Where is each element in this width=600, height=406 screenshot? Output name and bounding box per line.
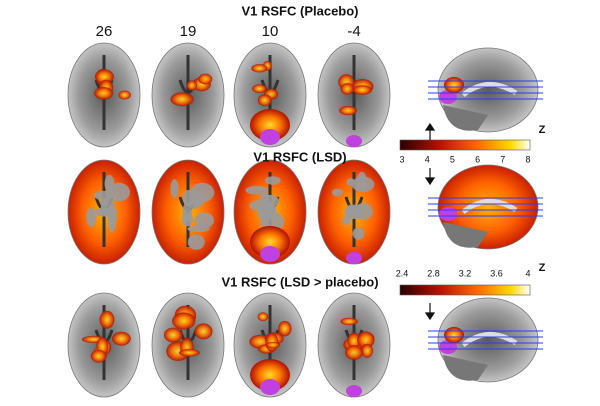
activation — [444, 77, 464, 93]
activation — [172, 312, 196, 330]
colorbar-label: Z — [539, 262, 546, 274]
gray-patch — [187, 234, 205, 250]
gray-patch — [194, 212, 214, 229]
v1-seed — [260, 129, 280, 145]
gray-patch — [108, 213, 117, 233]
cerebellum — [443, 105, 488, 131]
activation — [252, 84, 267, 93]
slice-label: 19 — [180, 23, 197, 40]
gray-patch — [107, 182, 131, 202]
slice-label: 26 — [96, 23, 113, 40]
activation — [194, 323, 213, 340]
activation — [257, 94, 272, 107]
panel-title: V1 RSFC (Placebo) — [241, 3, 358, 18]
activation — [340, 83, 354, 95]
colorbar-label: Z — [539, 124, 546, 136]
activation — [90, 349, 107, 363]
activation — [340, 317, 358, 326]
activation — [339, 105, 358, 116]
occipital-activation — [250, 359, 290, 391]
corpus-callosum — [461, 82, 518, 98]
colorbar-tick-label: 4 — [525, 268, 530, 278]
activation — [118, 90, 131, 100]
colorbar-tick-label: 2.8 — [427, 268, 440, 278]
v1-seed — [260, 246, 280, 262]
activation — [94, 87, 114, 100]
gray-patch — [187, 225, 210, 233]
activation — [257, 312, 269, 322]
activation — [170, 92, 194, 107]
brain-images — [67, 42, 543, 398]
v1-seed — [260, 379, 280, 395]
v1-seed — [346, 135, 362, 147]
corpus-callosum — [461, 199, 518, 215]
slice-label: 10 — [262, 23, 279, 40]
gray-patch — [346, 178, 356, 187]
cerebellum — [443, 222, 488, 248]
gray-patch — [264, 176, 281, 185]
activation — [251, 64, 268, 73]
gray-patch — [331, 188, 343, 197]
activation — [345, 345, 363, 360]
colorbar-tick-label: 3.6 — [490, 268, 503, 278]
gray-patch — [245, 185, 269, 195]
occipital-activation — [250, 109, 290, 141]
colorbar — [399, 139, 531, 151]
gray-patch — [352, 227, 365, 240]
panel-title: V1 RSFC (LSD > placebo) — [221, 274, 378, 289]
panel-title: V1 RSFC (LSD) — [253, 149, 346, 164]
v1-seed — [346, 252, 362, 264]
activation — [179, 348, 200, 357]
gray-patch — [100, 197, 115, 216]
gray-patch — [190, 192, 205, 208]
colorbar — [399, 284, 531, 296]
occipital-activation — [250, 226, 290, 258]
cerebellum — [443, 355, 488, 381]
activation — [112, 331, 131, 346]
activation — [357, 331, 375, 349]
colorbar-ticks: 2.4 2.8 3.2 3.6 4 — [396, 268, 531, 278]
colorbar-tick-label: 4 — [425, 154, 430, 164]
slice-label: -4 — [347, 23, 360, 40]
activation — [278, 320, 292, 337]
gray-patch — [260, 191, 270, 209]
gray-patch — [345, 204, 357, 219]
activation — [99, 310, 115, 329]
activation — [265, 341, 281, 349]
gray-patch — [263, 204, 277, 218]
colorbar-tick-label: 3.2 — [459, 268, 472, 278]
activation — [444, 327, 464, 343]
activation — [186, 80, 198, 91]
activation — [352, 85, 372, 95]
gray-patch — [170, 179, 179, 198]
colorbar-tick-label: 8 — [525, 154, 530, 164]
colorbar-tick-label: 3 — [399, 154, 404, 164]
arrows — [424, 122, 436, 321]
activation — [163, 327, 183, 343]
gray-patch — [354, 203, 373, 220]
colorbar-tick-label: 2.4 — [396, 268, 409, 278]
gray-patch — [356, 171, 367, 191]
colorbar-tick-label: 7 — [500, 154, 505, 164]
colorbar-ticks: 3 4 5 6 7 8 — [399, 154, 530, 164]
gray-patch — [86, 207, 97, 227]
colorbar-tick-label: 5 — [450, 154, 455, 164]
colorbar-tick-label: 6 — [475, 154, 480, 164]
gray-patch — [182, 202, 193, 222]
corpus-callosum — [461, 332, 518, 348]
activation — [198, 73, 213, 85]
activation — [347, 332, 361, 349]
v1-seed — [346, 385, 362, 397]
v1-seed — [439, 207, 457, 221]
activation — [361, 343, 373, 358]
